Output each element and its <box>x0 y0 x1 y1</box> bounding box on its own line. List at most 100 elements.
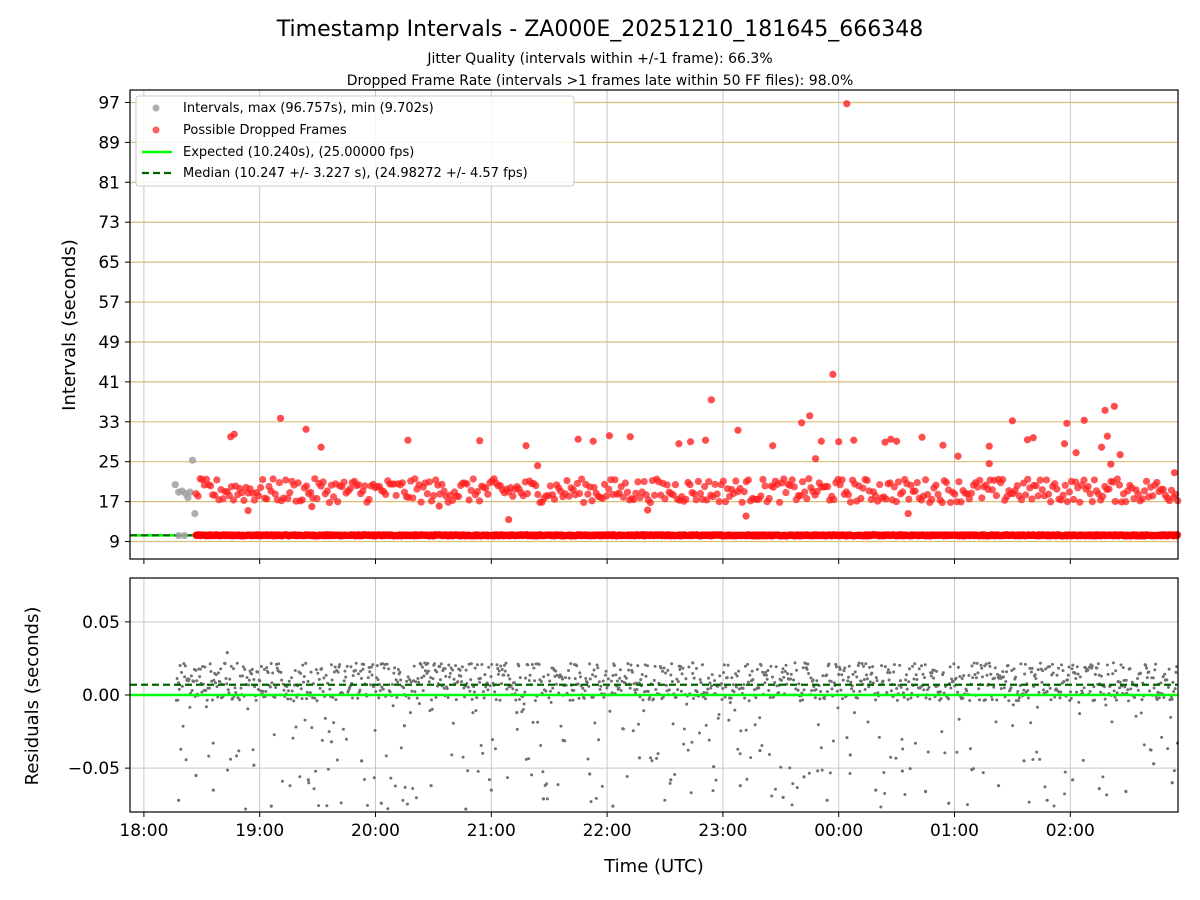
residual-point <box>423 669 427 673</box>
residual-point <box>906 697 910 701</box>
dropped-frame-point <box>928 495 936 504</box>
residual-point <box>231 696 235 700</box>
residual-point <box>670 662 674 666</box>
residual-point <box>793 661 797 665</box>
residual-point <box>602 695 606 699</box>
residual-point <box>1023 672 1027 676</box>
residual-point <box>373 728 377 732</box>
dropped-frame-point <box>701 436 710 444</box>
residual-point <box>732 690 736 694</box>
legend-intervals-marker <box>152 104 160 112</box>
residual-point <box>743 696 747 700</box>
residual-point <box>1063 792 1067 796</box>
dropped-frame-point <box>213 476 221 484</box>
residual-point <box>518 676 522 680</box>
residual-point <box>210 698 214 702</box>
residual-point <box>1159 681 1163 685</box>
residual-point <box>219 667 223 671</box>
residual-point <box>631 729 635 733</box>
dropped-frame-point <box>294 479 302 487</box>
residual-point <box>1090 664 1094 668</box>
residual-point <box>690 740 694 744</box>
dropped-frame-point <box>463 480 471 488</box>
residual-point <box>592 668 596 672</box>
residual-point <box>456 680 460 684</box>
dropped-frame-point <box>1076 498 1084 506</box>
residual-point <box>628 686 632 690</box>
dropped-frame-point <box>817 437 825 445</box>
residual-point <box>302 675 306 679</box>
dropped-frame-point <box>346 485 354 493</box>
residual-point <box>547 696 551 700</box>
residual-point <box>899 685 903 689</box>
residual-point <box>1007 699 1011 703</box>
residual-point <box>304 661 308 665</box>
residual-point <box>653 664 657 668</box>
dropped-frame-point <box>1029 434 1037 442</box>
residual-point <box>739 729 743 733</box>
residual-point <box>1040 680 1044 684</box>
residual-point <box>1017 696 1021 700</box>
residual-point <box>661 669 665 673</box>
residual-point <box>1041 669 1045 673</box>
dropped-frame-point <box>703 496 711 504</box>
residual-point <box>460 680 464 684</box>
residual-point <box>689 791 693 795</box>
residual-point <box>495 663 499 667</box>
residual-point <box>596 666 600 670</box>
residual-point <box>337 665 341 669</box>
residual-point <box>1099 690 1103 694</box>
residual-point <box>759 663 763 667</box>
residual-point <box>534 662 538 666</box>
dropped-frame-point <box>1111 497 1119 506</box>
residual-point <box>375 664 379 668</box>
residual-point <box>312 787 316 791</box>
dropped-frame-point <box>630 495 638 504</box>
residual-point <box>932 676 936 680</box>
residual-point <box>907 667 911 671</box>
dropped-frame-point <box>765 494 773 503</box>
dropped-frame-point <box>985 460 993 468</box>
residual-point <box>895 687 899 691</box>
residual-point <box>414 796 418 800</box>
x-tick-label: 20:00 <box>351 821 400 841</box>
residual-point <box>748 673 752 677</box>
residual-point <box>490 738 494 742</box>
dropped-frame-point <box>759 475 767 484</box>
residual-point <box>464 807 468 811</box>
residual-point <box>950 677 954 681</box>
dropped-frame-point <box>574 435 582 443</box>
residual-point <box>265 666 269 670</box>
residual-point <box>410 689 414 693</box>
residual-point <box>524 676 528 680</box>
dropped-frame-point <box>838 476 846 484</box>
residual-point <box>758 716 762 720</box>
residual-point <box>1087 665 1091 669</box>
residual-point <box>387 667 391 671</box>
dropped-frame-point <box>921 476 930 484</box>
residual-point <box>444 674 448 678</box>
dropped-frame-point <box>398 479 406 487</box>
residual-point <box>403 785 407 789</box>
residual-point <box>644 674 648 678</box>
residual-point <box>366 676 370 680</box>
residual-point <box>372 776 376 780</box>
residual-point <box>865 677 869 681</box>
residual-point <box>795 786 799 790</box>
residual-point <box>764 670 768 674</box>
dropped-frame-point <box>965 495 973 503</box>
residual-point <box>459 674 463 678</box>
residual-point <box>537 662 541 666</box>
residual-point <box>1168 698 1172 702</box>
dropped-frame-point <box>640 477 648 486</box>
residual-point <box>514 698 518 702</box>
residual-point <box>1060 663 1064 667</box>
residual-point <box>636 664 640 668</box>
residual-point <box>229 757 233 761</box>
residual-point <box>359 669 363 673</box>
legend-box <box>135 95 575 187</box>
residual-point <box>825 690 829 694</box>
residual-point <box>1126 699 1130 703</box>
residual-point <box>286 689 290 693</box>
residual-point <box>1153 668 1157 672</box>
